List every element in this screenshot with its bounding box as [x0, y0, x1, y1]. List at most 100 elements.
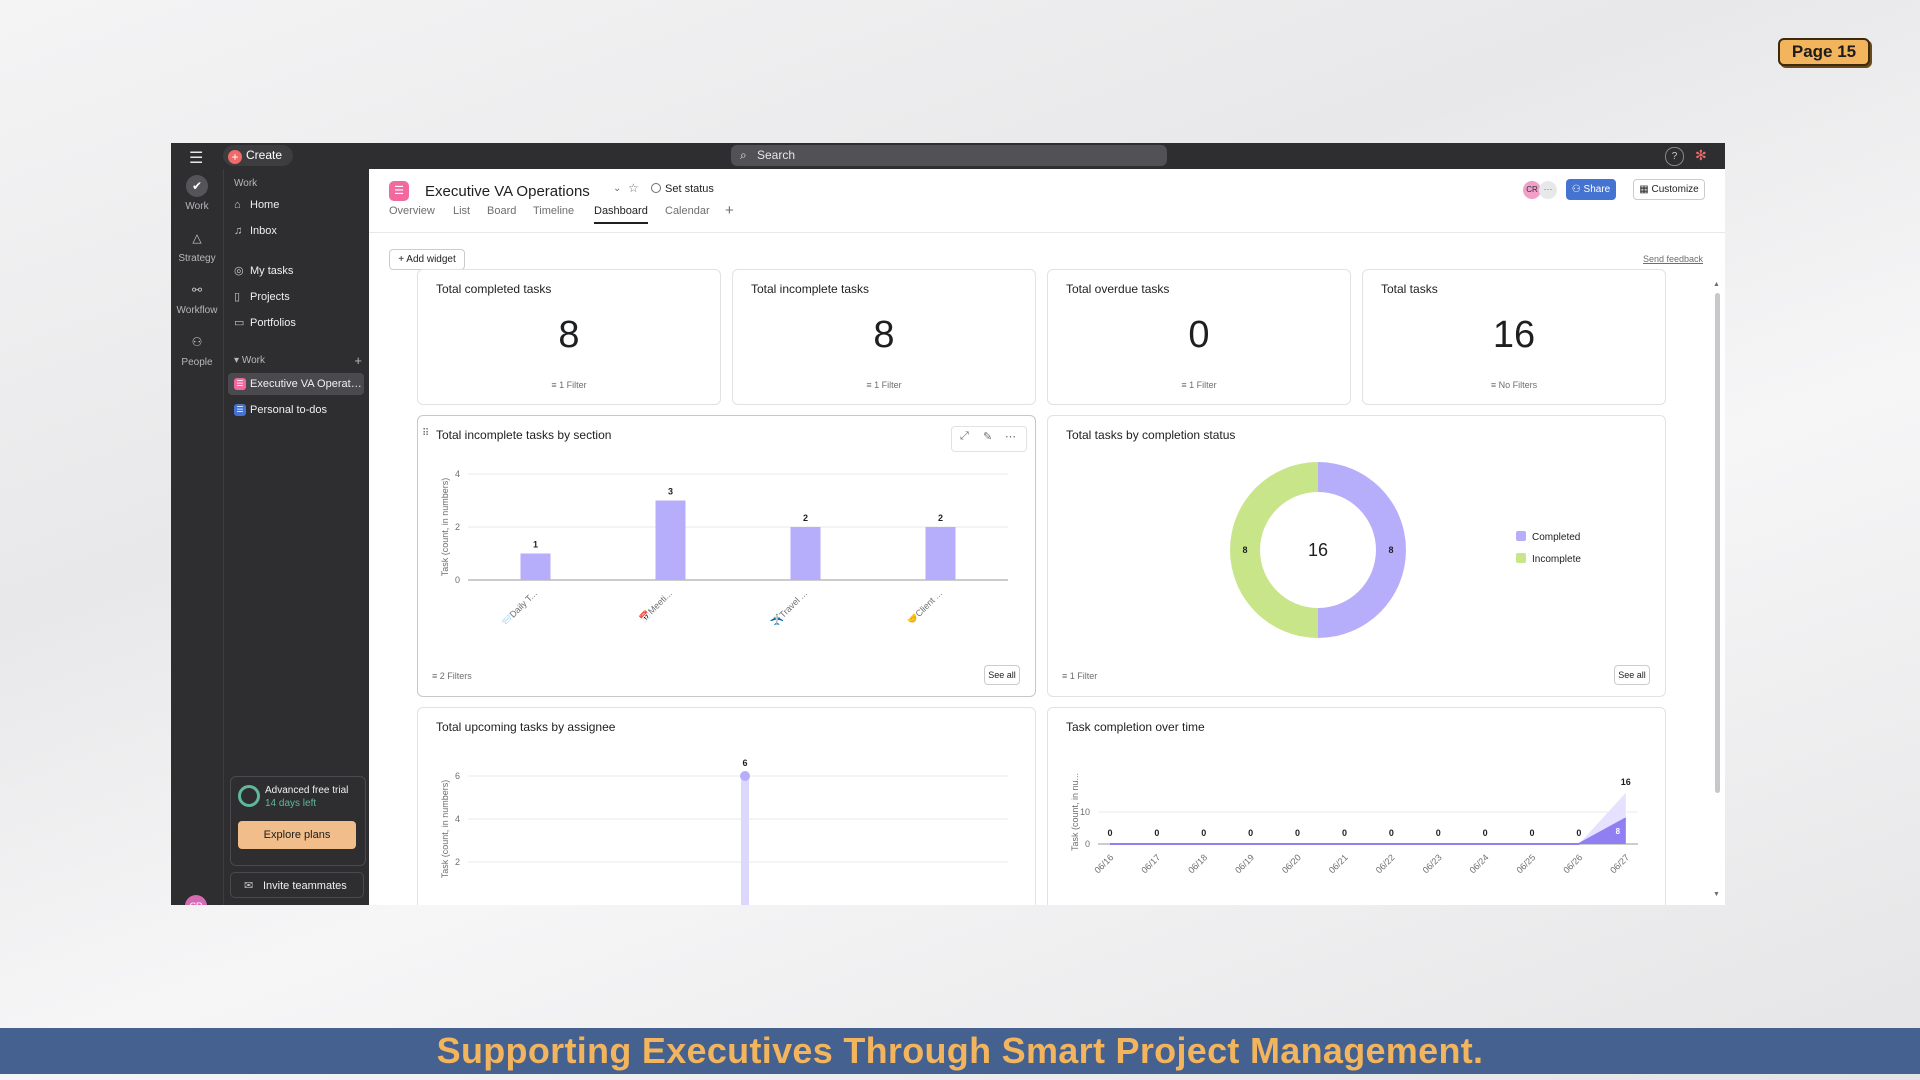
invite-teammates-button[interactable]: ✉ Invite teammates: [230, 872, 364, 898]
data-label: 0: [1483, 828, 1488, 838]
add-widget-button[interactable]: + Add widget: [389, 249, 465, 270]
data-label: 6: [742, 758, 747, 768]
top-bar: ☰ + Create ⌕ Search ? ✻: [171, 143, 1725, 169]
rail-label: Strategy: [178, 253, 216, 264]
help-icon[interactable]: ?: [1665, 147, 1684, 166]
tab-board[interactable]: Board: [487, 205, 517, 217]
stat-value: 8: [558, 314, 580, 356]
completed-line: [1110, 817, 1627, 845]
total-area: [1110, 792, 1626, 844]
filter-label[interactable]: ≡ No Filters: [1363, 380, 1665, 390]
sidebar-item-portfolios[interactable]: ▭ Portfolios: [228, 312, 364, 334]
more-icon[interactable]: ⋯: [1005, 431, 1016, 443]
edit-icon[interactable]: ✎: [983, 431, 993, 443]
stat-card-completed[interactable]: Total completed tasks 8 ≡ 1 Filter: [417, 269, 721, 405]
inner-data-label: 8: [1616, 827, 1621, 836]
rail-label: Work: [185, 201, 209, 212]
stat-card-incomplete[interactable]: Total incomplete tasks 8 ≡ 1 Filter: [732, 269, 1036, 405]
widget-title: Total upcoming tasks by assignee: [436, 720, 616, 734]
share-button[interactable]: ⚇ Share: [1566, 179, 1616, 200]
filter-label[interactable]: ≡ 1 Filter: [1062, 671, 1097, 681]
triangle-icon: △: [192, 231, 202, 245]
widget-incomplete-by-section[interactable]: ⠿ Total incomplete tasks by section ⤢ ✎ …: [417, 415, 1036, 697]
data-label: 0: [1530, 828, 1535, 838]
hamburger-menu-icon[interactable]: ☰: [189, 150, 204, 167]
filter-label[interactable]: ≡ 1 Filter: [733, 380, 1035, 390]
tab-dashboard[interactable]: Dashboard: [594, 205, 648, 224]
customize-button[interactable]: ▦ Customize: [1633, 179, 1705, 200]
scrollbar[interactable]: [1715, 293, 1720, 793]
x-tick-label: 06/19: [1233, 852, 1256, 875]
widget-completion-status[interactable]: Total tasks by completion status 8 8 16 Co…: [1047, 415, 1666, 697]
project-list-icon: ☰: [389, 181, 409, 201]
widget-title: Total tasks by completion status: [1066, 428, 1236, 442]
donut-chart: 8 8 16: [1230, 462, 1406, 638]
add-tab-icon[interactable]: +: [725, 202, 734, 219]
tab-timeline[interactable]: Timeline: [533, 205, 575, 217]
trial-days: 14 days left: [265, 798, 317, 809]
data-label: 0: [1107, 828, 1112, 838]
data-label: 3: [668, 487, 673, 497]
asana-apps-icon[interactable]: ✻: [1695, 147, 1707, 163]
project-title[interactable]: Executive VA Operations: [425, 183, 590, 200]
search-input[interactable]: ⌕ Search: [731, 145, 1167, 166]
x-tick-label: ✈️Travel ...: [769, 588, 809, 628]
stat-card-overdue[interactable]: Total overdue tasks 0 ≡ 1 Filter: [1047, 269, 1351, 405]
sidebar-item-label: Inbox: [250, 225, 277, 237]
sidebar-item-my-tasks[interactable]: ◎ My tasks: [228, 260, 364, 282]
sidebar-project-personal[interactable]: ☰ Personal to-dos: [228, 399, 364, 421]
scroll-up-icon[interactable]: ▲: [1713, 281, 1720, 288]
chevron-down-icon[interactable]: ⌄: [613, 183, 622, 194]
rail-item-workflow[interactable]: ⚯ Workflow: [171, 279, 223, 316]
widget-title: Task completion over time: [1066, 720, 1205, 734]
send-feedback-link[interactable]: Send feedback: [1643, 254, 1704, 264]
x-tick-label: 📨Daily T...: [500, 588, 539, 627]
explore-plans-button[interactable]: Explore plans: [238, 821, 356, 849]
filter-label[interactable]: ≡ 2 Filters: [432, 671, 472, 681]
create-label: Create: [246, 148, 283, 162]
sidebar-item-label: Executive VA Operations: [250, 378, 364, 390]
sidebar-item-inbox[interactable]: ♫ Inbox: [228, 220, 364, 242]
sidebar-item-home[interactable]: ⌂ Home: [228, 194, 364, 216]
trial-progress-icon: [238, 785, 260, 807]
filter-icon: ≡: [1062, 671, 1070, 681]
widget-upcoming-by-assignee[interactable]: Total upcoming tasks by assignee 2 4 6 Task…: [417, 707, 1036, 905]
member-avatar[interactable]: CR: [1523, 181, 1541, 199]
create-button[interactable]: + Create: [223, 145, 293, 166]
stat-card-total[interactable]: Total tasks 16 ≡ No Filters: [1362, 269, 1666, 405]
tab-calendar[interactable]: Calendar: [665, 205, 710, 217]
see-all-button[interactable]: See all: [1614, 665, 1650, 685]
tab-list[interactable]: List: [453, 205, 471, 217]
rail-item-people[interactable]: ⚇ People: [171, 331, 223, 368]
data-label: 1: [533, 540, 538, 550]
donut-center-label: 16: [1308, 540, 1328, 560]
people-icon: ⚇: [191, 335, 203, 349]
bar-chart: 0 2 4 Task (count, in numbers) 1 📨Daily T... 3…: [440, 469, 1008, 628]
trial-title: Advanced free trial: [265, 785, 349, 796]
x-tick-label: 06/22: [1374, 852, 1397, 875]
y-axis-label: Task (count, in numbers): [440, 478, 450, 577]
star-icon[interactable]: ☆: [628, 181, 639, 195]
tab-overview[interactable]: Overview: [389, 205, 435, 217]
filter-text: 1 Filter: [559, 380, 587, 390]
sidebar-project-executive-va[interactable]: ☰ Executive VA Operations: [228, 373, 364, 395]
see-all-button[interactable]: See all: [984, 665, 1020, 685]
tabs-divider: [369, 232, 1725, 233]
sidebar-item-projects[interactable]: ▯ Projects: [228, 286, 364, 308]
expand-icon[interactable]: ⤢: [960, 430, 969, 442]
sidebar-section-work[interactable]: ▾ Work +: [234, 353, 362, 368]
widget-completion-over-time[interactable]: Task completion over time 0 10 Task (count…: [1047, 707, 1666, 905]
scroll-down-icon[interactable]: ▼: [1713, 891, 1720, 898]
rail-item-work[interactable]: ✔ Work: [171, 175, 223, 212]
more-members-icon[interactable]: ···: [1539, 181, 1557, 199]
plus-icon[interactable]: +: [354, 353, 362, 368]
filter-label[interactable]: ≡ 1 Filter: [1048, 380, 1350, 390]
user-avatar[interactable]: CR: [185, 895, 207, 905]
rail-label: People: [181, 357, 213, 368]
rail-item-strategy[interactable]: △ Strategy: [171, 227, 223, 264]
drag-handle-icon[interactable]: ⠿: [422, 428, 430, 439]
set-status-button[interactable]: Set status: [651, 183, 714, 195]
sidebar-item-label: Portfolios: [250, 317, 296, 329]
filter-icon: ≡: [432, 671, 440, 681]
filter-label[interactable]: ≡ 1 Filter: [418, 380, 720, 390]
